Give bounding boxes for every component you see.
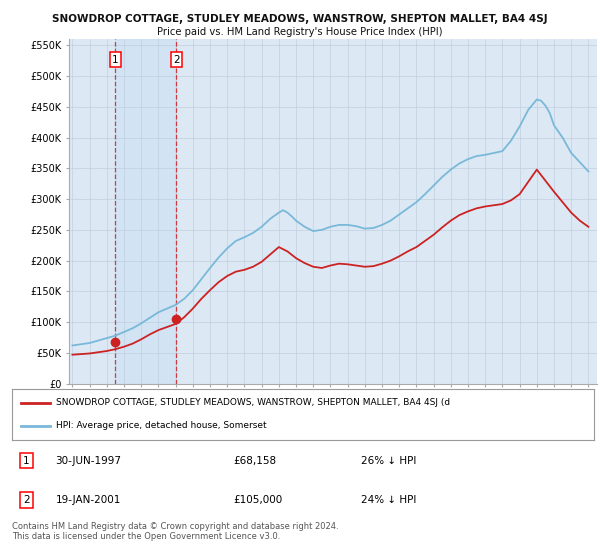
Text: 24% ↓ HPI: 24% ↓ HPI: [361, 495, 416, 505]
Text: 1: 1: [23, 455, 30, 465]
Text: Price paid vs. HM Land Registry's House Price Index (HPI): Price paid vs. HM Land Registry's House …: [157, 27, 443, 37]
Text: 19-JAN-2001: 19-JAN-2001: [56, 495, 121, 505]
Text: SNOWDROP COTTAGE, STUDLEY MEADOWS, WANSTROW, SHEPTON MALLET, BA4 4SJ (d: SNOWDROP COTTAGE, STUDLEY MEADOWS, WANST…: [56, 398, 450, 407]
Text: HPI: Average price, detached house, Somerset: HPI: Average price, detached house, Some…: [56, 422, 266, 431]
Text: Contains HM Land Registry data © Crown copyright and database right 2024.
This d: Contains HM Land Registry data © Crown c…: [12, 522, 338, 542]
Text: 2: 2: [173, 55, 180, 65]
Text: £68,158: £68,158: [233, 455, 276, 465]
Text: £105,000: £105,000: [233, 495, 283, 505]
Text: 26% ↓ HPI: 26% ↓ HPI: [361, 455, 416, 465]
Text: SNOWDROP COTTAGE, STUDLEY MEADOWS, WANSTROW, SHEPTON MALLET, BA4 4SJ: SNOWDROP COTTAGE, STUDLEY MEADOWS, WANST…: [52, 14, 548, 24]
Text: 2: 2: [23, 495, 30, 505]
Bar: [115, 39, 176, 384]
Text: 1: 1: [112, 55, 119, 65]
Text: 30-JUN-1997: 30-JUN-1997: [56, 455, 122, 465]
